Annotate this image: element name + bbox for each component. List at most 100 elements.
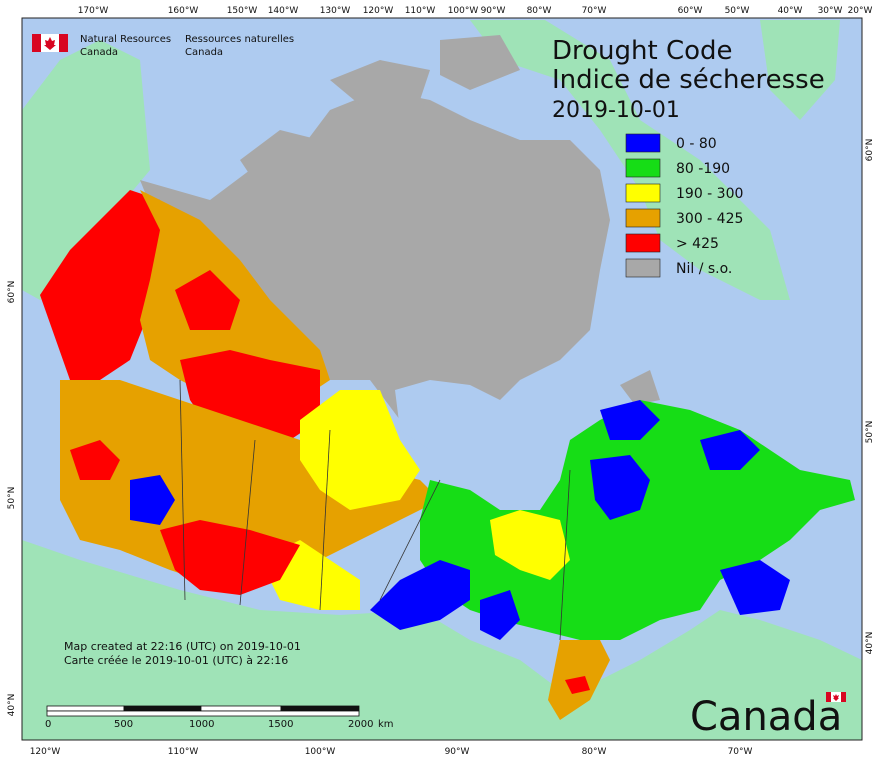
region-blue-quebec — [590, 455, 650, 520]
wordmark-maple-leaf-icon — [833, 694, 839, 701]
top-lon-label: 60°W — [678, 6, 703, 16]
scale-seg-5 — [46, 710, 360, 717]
maple-leaf-icon — [44, 37, 56, 50]
top-lon-label: 150°W — [227, 6, 258, 16]
arctic-island-1 — [240, 130, 320, 190]
bottom-lon-label: 120°W — [30, 747, 61, 757]
scale-tick-2000: 2000 — [348, 719, 373, 730]
top-lon-label: 100°W — [448, 6, 479, 16]
legend-swatch — [625, 258, 661, 278]
top-lon-label: 30°W — [818, 6, 843, 16]
provincial-boundaries — [179, 379, 571, 641]
bottom-lon-label: 100°W — [305, 747, 336, 757]
top-lon-label: 120°W — [363, 6, 394, 16]
region-red-bc — [175, 270, 240, 330]
arctic-island-4 — [620, 370, 660, 405]
legend-label: 80 -190 — [676, 161, 730, 177]
arctic-island-3 — [440, 35, 520, 90]
canada-wordmark: Canada — [690, 692, 846, 740]
legend-swatch — [625, 208, 661, 228]
region-red-coast — [70, 440, 120, 480]
region-blue-bc — [130, 475, 175, 525]
bottom-longitude-labels: 120°W 110°W 100°W 90°W 80°W 70°W — [30, 747, 753, 757]
arctic-island-2 — [330, 60, 430, 105]
top-lon-label: 170°W — [78, 6, 109, 16]
region-blue-labrador — [600, 400, 660, 440]
right-lat-label: 40°N — [865, 632, 875, 655]
legend-label: > 425 — [676, 236, 719, 252]
top-lon-label: 50°W — [725, 6, 750, 16]
region-blue-lakes — [480, 590, 520, 640]
legend-swatch — [625, 133, 661, 153]
legend-swatch — [625, 233, 661, 253]
legend-label: 0 - 80 — [676, 136, 717, 152]
alaska-land — [22, 40, 150, 300]
hudson-bay — [395, 380, 560, 520]
title-line2: Indice de sécheresse — [552, 65, 825, 95]
legend-swatch — [625, 183, 661, 203]
top-lon-label: 140°W — [268, 6, 299, 16]
region-blue-maritimes — [720, 560, 790, 615]
agency-fr-line2: Canada — [185, 47, 223, 58]
scale-seg-1 — [46, 705, 125, 712]
top-lon-label: 70°W — [582, 6, 607, 16]
flag-right-bar — [59, 34, 68, 52]
region-yellow-ontario — [490, 510, 570, 580]
legend: 0 - 80 80 -190 190 - 300 300 - 425 > 425 Nil … — [625, 133, 743, 278]
region-red-south — [160, 520, 300, 595]
scale-seg-2 — [123, 705, 202, 712]
right-latitude-labels: 60°N 50°N 40°N — [865, 139, 875, 655]
legend-label: Nil / s.o. — [676, 261, 732, 277]
region-red-south-ontario — [565, 676, 590, 694]
scale-seg-3 — [200, 705, 282, 712]
right-lat-label: 60°N — [865, 139, 875, 162]
scale-tick-0: 0 — [45, 719, 51, 730]
region-red-yukon — [40, 190, 170, 380]
scale-seg-4 — [280, 705, 360, 712]
map-border — [21, 17, 863, 741]
left-latitude-labels: 60°N 50°N 40°N — [7, 281, 17, 717]
scale-bar: 0 500 1000 1500 2000 km — [45, 705, 394, 730]
bottom-lon-label: 110°W — [168, 747, 199, 757]
top-lon-label: 20°W — [848, 6, 873, 16]
scale-tick-500: 500 — [114, 719, 133, 730]
flag-left-bar — [32, 34, 41, 52]
region-blue-north-quebec — [700, 430, 760, 470]
usa-land — [22, 540, 862, 740]
legend-label: 190 - 300 — [676, 186, 743, 202]
wordmark-flag-right — [841, 692, 846, 702]
top-lon-label: 90°W — [481, 6, 506, 16]
agency-en-line1: Natural Resources — [80, 34, 171, 45]
wordmark-flag-left — [826, 692, 831, 702]
top-longitude-labels: 170°W 160°W 150°W 140°W 130°W 120°W 110°W 100°W… — [78, 6, 873, 16]
left-lat-label: 40°N — [7, 694, 17, 717]
top-lon-label: 40°W — [778, 6, 803, 16]
credit-line1: Map created at 22:16 (UTC) on 2019-10-01 — [64, 640, 301, 653]
greenland-east — [760, 20, 840, 120]
nrcan-signature: Natural Resources Canada Ressources natu… — [32, 34, 294, 58]
agency-en-line2: Canada — [80, 47, 118, 58]
region-orange-prairies — [60, 380, 440, 590]
top-lon-label: 160°W — [168, 6, 199, 16]
region-yellow — [300, 390, 420, 510]
bottom-lon-label: 70°W — [728, 747, 753, 757]
right-lat-label: 50°N — [865, 421, 875, 444]
bottom-lon-label: 80°W — [582, 747, 607, 757]
scale-tick-1000: 1000 — [189, 719, 214, 730]
top-lon-label: 110°W — [405, 6, 436, 16]
scale-unit: km — [378, 719, 394, 730]
scale-tick-1500: 1500 — [268, 719, 293, 730]
title-line1: Drought Code — [552, 36, 733, 66]
region-blue-ontario — [370, 560, 470, 630]
agency-fr-line1: Ressources naturelles — [185, 34, 294, 45]
wordmark-text: Canada — [690, 694, 842, 740]
credit-line2: Carte créée le 2019-10-01 (UTC) à 22:16 — [64, 654, 288, 667]
top-lon-label: 130°W — [320, 6, 351, 16]
left-lat-label: 60°N — [7, 281, 17, 304]
legend-swatch — [625, 158, 661, 178]
bottom-lon-label: 90°W — [445, 747, 470, 757]
legend-label: 300 - 425 — [676, 211, 743, 227]
top-lon-label: 80°W — [527, 6, 552, 16]
title-date: 2019-10-01 — [552, 98, 680, 123]
